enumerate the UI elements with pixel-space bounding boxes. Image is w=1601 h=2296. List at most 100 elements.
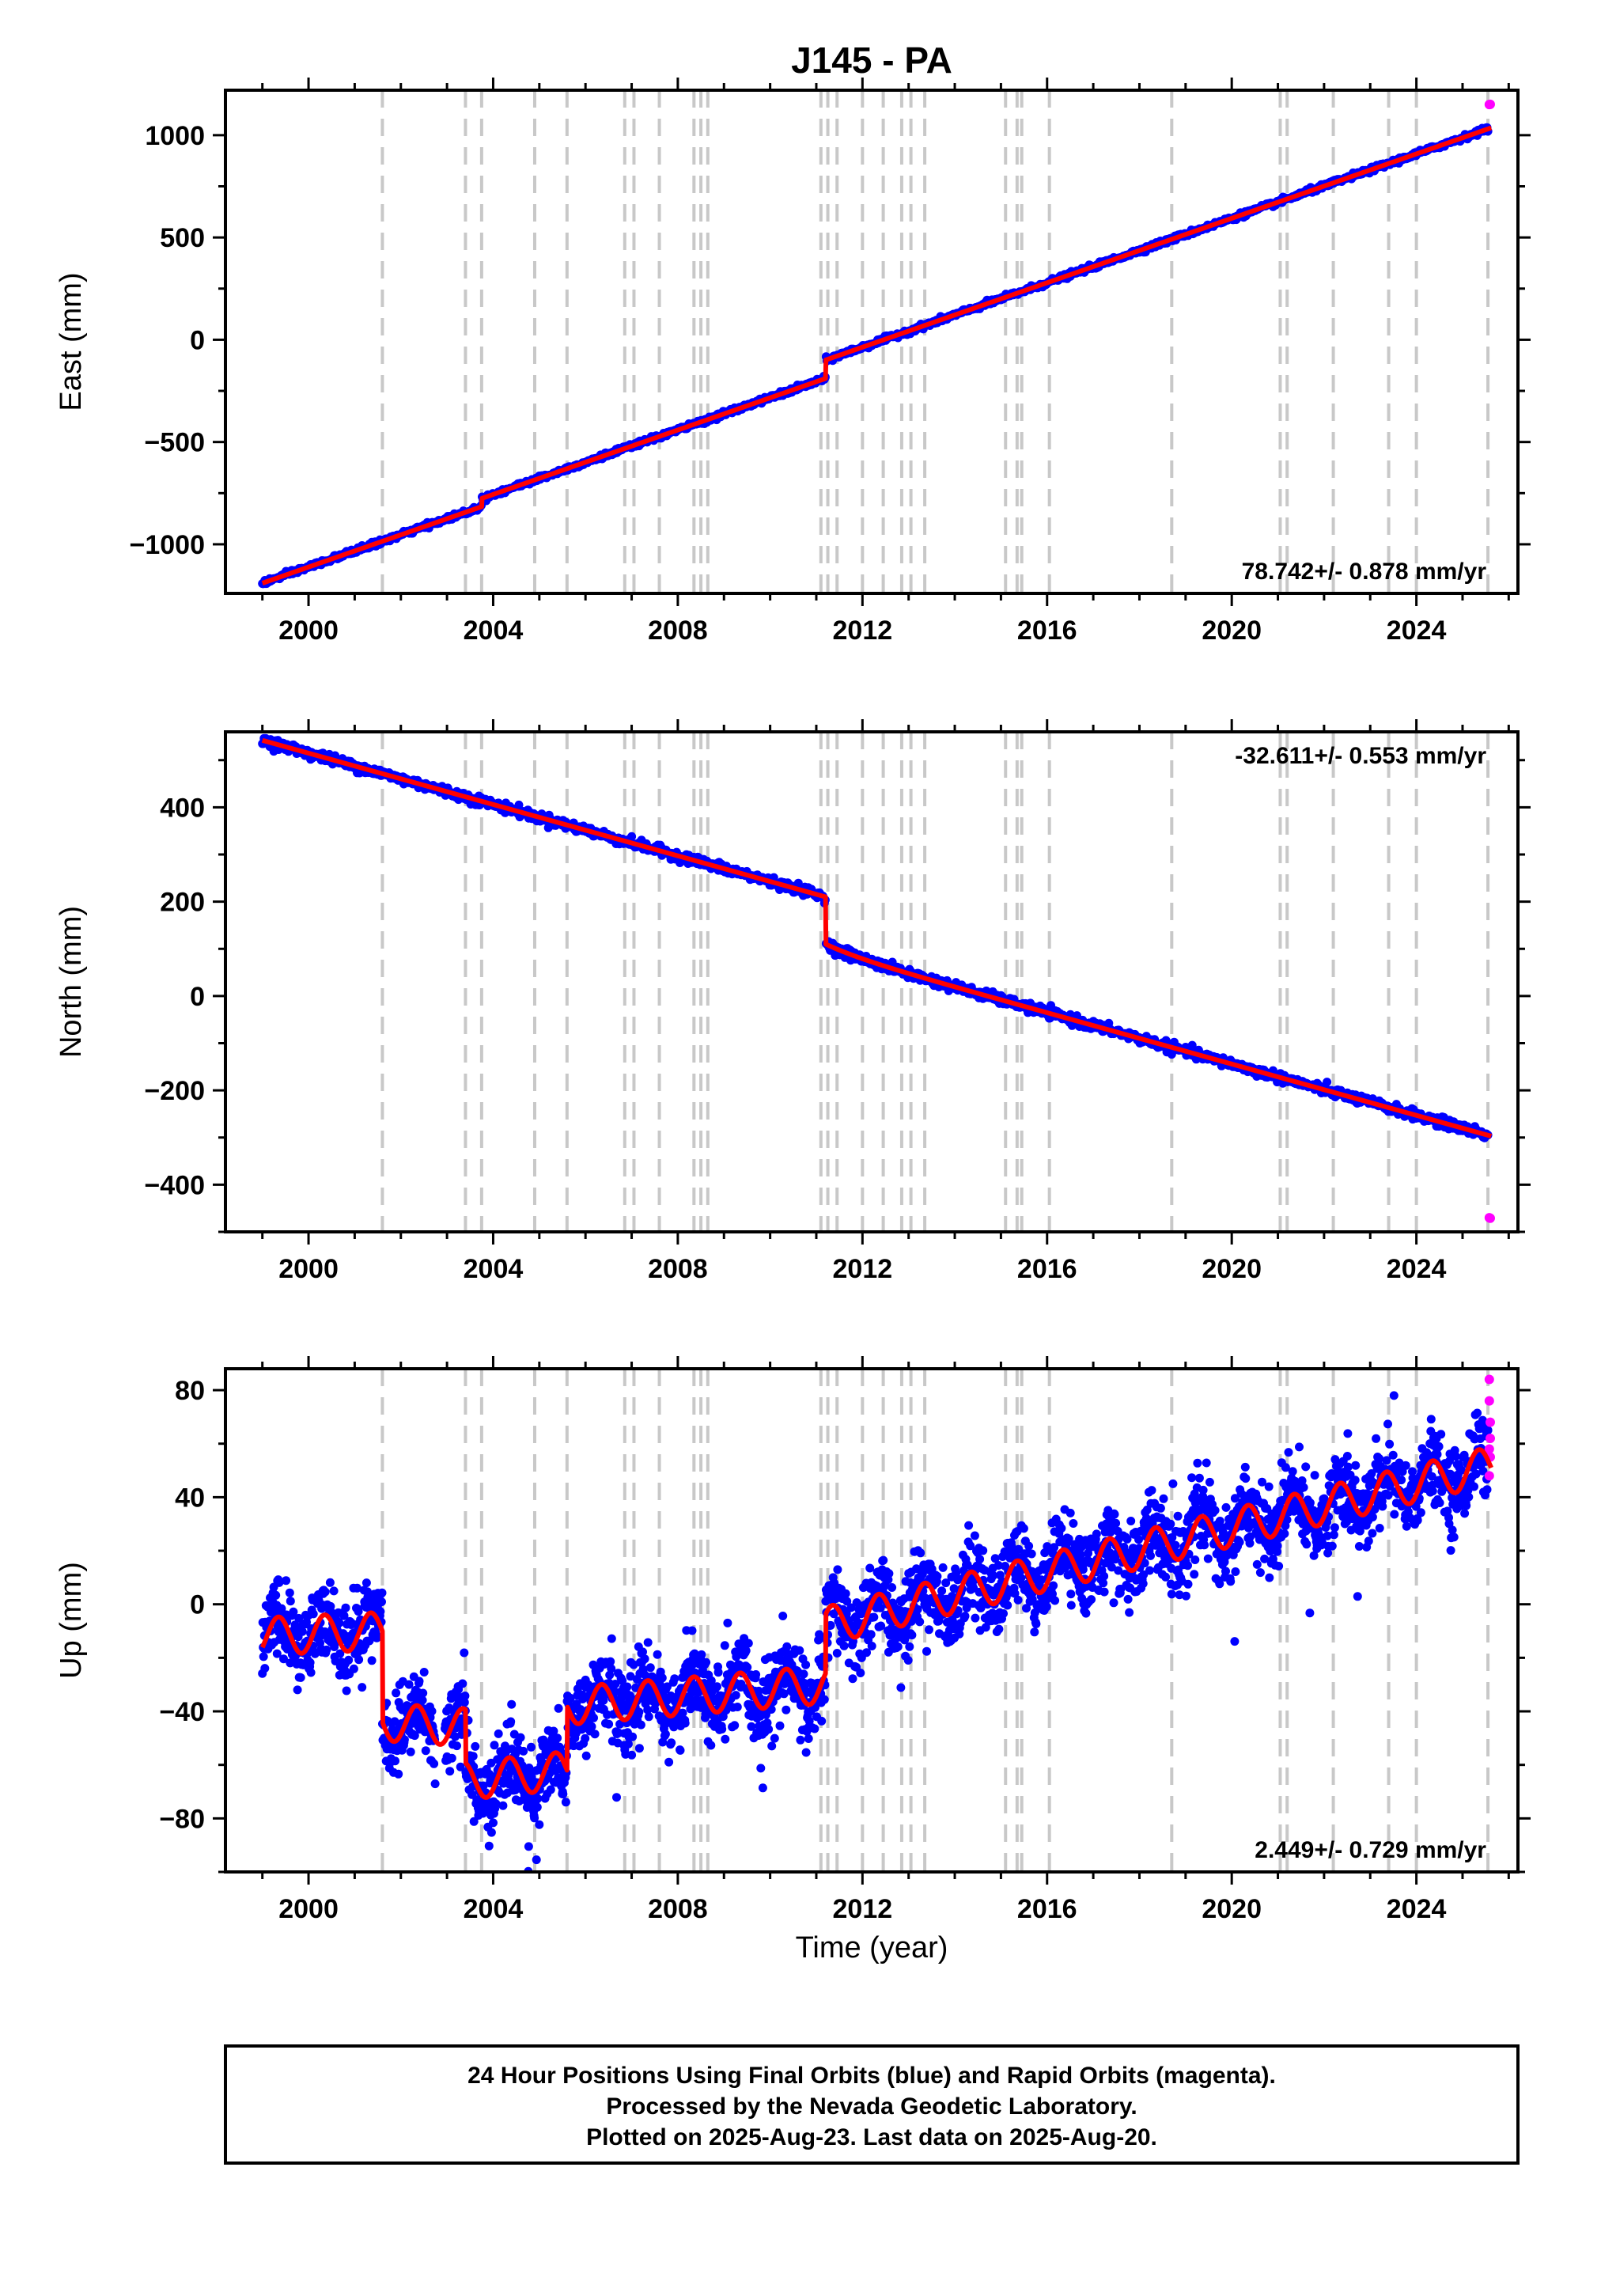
east-rapid-orbit-points	[1484, 99, 1495, 110]
final-orbit-point	[335, 1618, 344, 1627]
final-orbit-point	[751, 1670, 761, 1679]
final-orbit-point	[589, 1713, 598, 1722]
final-orbit-point	[430, 1759, 439, 1768]
final-orbit-point	[325, 1578, 335, 1587]
final-orbit-point	[1323, 1078, 1332, 1087]
final-orbit-point	[775, 1721, 785, 1730]
final-orbit-point	[532, 1802, 542, 1812]
final-orbit-point	[915, 1617, 925, 1627]
final-orbit-point	[810, 1724, 819, 1733]
final-orbit-point	[782, 1642, 792, 1651]
final-orbit-point	[607, 1634, 616, 1643]
final-orbit-point	[720, 1641, 729, 1650]
final-orbit-point	[489, 1818, 498, 1828]
final-orbit-point	[819, 1695, 829, 1704]
final-orbit-point	[856, 1669, 865, 1677]
final-orbit-point	[713, 1682, 721, 1692]
final-orbit-point	[627, 832, 637, 841]
final-orbit-point	[839, 1641, 849, 1650]
x-tick-label: 2012	[833, 1254, 893, 1284]
final-orbit-point	[468, 1752, 478, 1761]
final-orbit-point	[361, 1578, 371, 1588]
x-tick-label: 2004	[464, 616, 524, 646]
final-orbit-point	[306, 1668, 316, 1677]
east-model-line	[260, 125, 1493, 585]
north-y-axis-label: North (mm)	[55, 906, 88, 1058]
final-orbit-point	[297, 1627, 307, 1636]
final-orbit-point	[308, 1609, 318, 1619]
final-orbit-point	[553, 1733, 562, 1743]
up-panel: 2000 2004 2008 2012 2016 2020 2024−80−4004080U…	[55, 1356, 1531, 1924]
final-orbit-point	[532, 1855, 541, 1865]
final-orbit-point	[937, 1586, 947, 1596]
final-orbit-point	[713, 1668, 723, 1677]
final-orbit-point	[305, 1658, 315, 1667]
up-plot-area	[258, 1369, 1495, 1872]
final-orbit-point	[322, 1645, 331, 1654]
final-orbit-point	[717, 1725, 727, 1733]
final-orbit-point	[702, 1658, 711, 1667]
x-tick-label: 2016	[1017, 1254, 1077, 1284]
final-orbit-point	[349, 1664, 358, 1673]
final-orbit-point	[640, 1654, 649, 1664]
final-orbit-point	[896, 1683, 906, 1692]
final-orbit-point	[354, 1655, 364, 1665]
east-frame	[224, 89, 1520, 595]
final-orbit-point	[731, 1691, 740, 1700]
final-orbit-point	[795, 1646, 804, 1655]
final-orbit-point	[907, 1631, 917, 1640]
final-orbit-point	[938, 1563, 948, 1572]
final-orbit-point	[498, 1801, 508, 1810]
final-orbit-point	[916, 1548, 925, 1558]
final-orbit-point	[558, 1790, 568, 1799]
final-orbit-point	[741, 1646, 751, 1655]
final-orbit-point	[770, 1733, 779, 1743]
y-tick-label: −500	[144, 428, 205, 458]
y-tick-label: −400	[144, 1170, 205, 1200]
north-panel: 2000 2004 2008 2012 2016 2020 2024−400−2000200…	[55, 719, 1531, 1284]
final-orbit-point	[460, 1692, 470, 1700]
final-orbit-point	[358, 1683, 367, 1692]
final-orbit-point	[490, 1741, 499, 1750]
final-orbit-point	[782, 1705, 791, 1714]
final-orbit-point	[286, 1597, 295, 1606]
final-orbit-point	[778, 1612, 788, 1620]
y-tick-label: −200	[144, 1076, 205, 1106]
final-orbit-point	[817, 1716, 827, 1726]
final-orbit-point	[418, 1688, 428, 1698]
final-orbit-point	[732, 1703, 742, 1711]
final-orbit-point	[341, 1603, 350, 1612]
final-orbit-point	[527, 1742, 536, 1752]
final-orbit-point	[377, 1597, 386, 1607]
final-orbit-point	[524, 1842, 533, 1851]
y-tick-label: 0	[190, 325, 205, 355]
final-orbit-point	[644, 1712, 653, 1722]
east-step-lines	[380, 90, 1490, 593]
final-orbit-point	[587, 1722, 596, 1731]
final-orbit-point	[657, 1673, 667, 1683]
final-orbit-point	[376, 1607, 385, 1616]
final-orbit-point	[643, 1638, 653, 1647]
rapid-orbit-point	[1485, 1213, 1495, 1223]
final-orbit-point	[801, 1748, 811, 1757]
final-orbit-point	[721, 1734, 730, 1744]
final-orbit-point	[546, 1785, 555, 1794]
final-orbit-point	[581, 1751, 591, 1760]
final-orbit-point	[636, 1720, 645, 1730]
final-orbit-point	[799, 1669, 808, 1679]
final-orbit-point	[484, 1841, 494, 1851]
final-orbit-point	[804, 1734, 813, 1743]
final-orbit-point	[554, 1703, 563, 1713]
final-orbit-point	[414, 1677, 424, 1686]
final-orbit-point	[687, 1626, 697, 1635]
final-orbit-point	[922, 1646, 931, 1656]
north-model-line	[260, 737, 1493, 1139]
final-orbit-point	[660, 1730, 670, 1739]
final-orbit-point	[282, 1576, 291, 1586]
final-orbit-point	[634, 1707, 644, 1717]
final-orbit-point	[506, 1717, 516, 1726]
final-orbit-point	[865, 1563, 875, 1573]
y-tick-label: 1000	[145, 121, 205, 151]
final-orbit-point	[888, 1583, 897, 1592]
final-orbit-point	[903, 1656, 913, 1665]
